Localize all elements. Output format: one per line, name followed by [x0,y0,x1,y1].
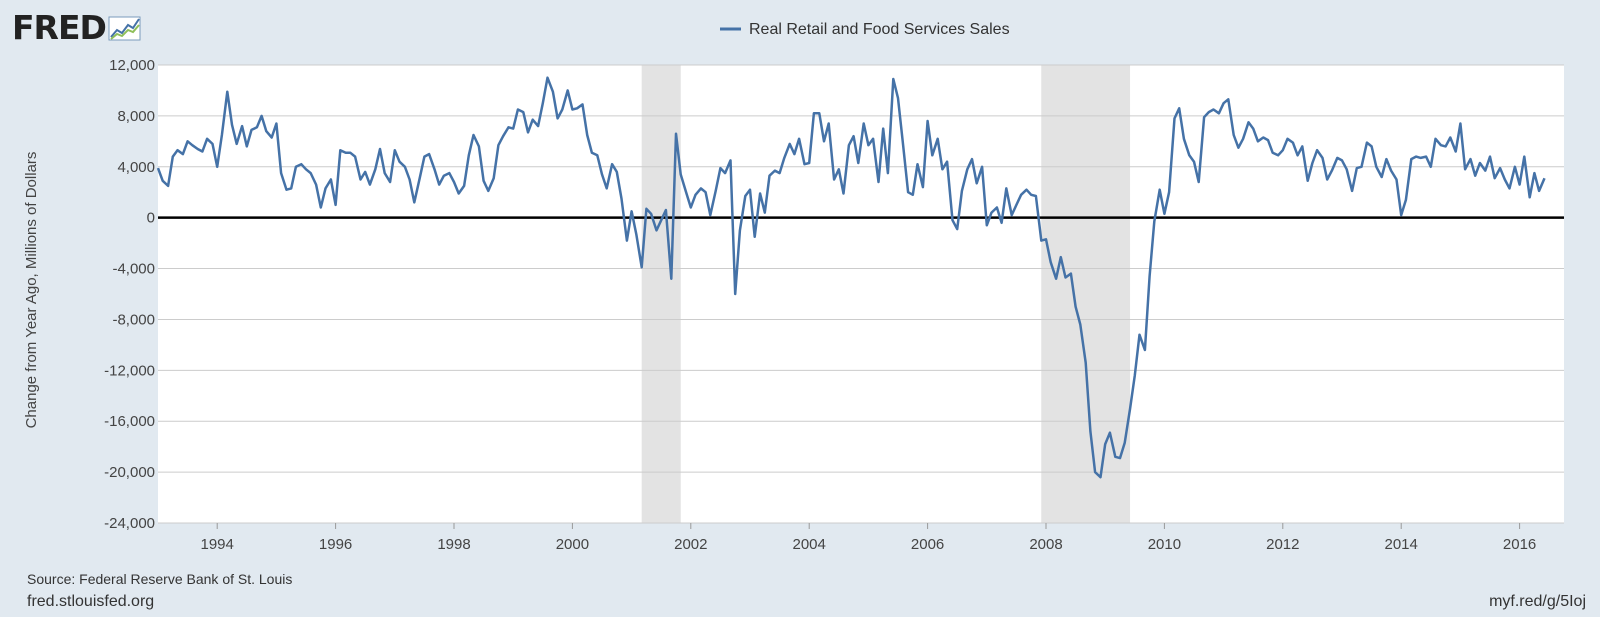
source-note: Source: Federal Reserve Bank of St. Loui… [27,571,293,587]
y-tick-label: -20,000 [104,464,155,481]
y-axis-title: Change from Year Ago, Millions of Dollar… [23,152,40,429]
recession-band-0 [641,65,681,523]
y-tick-label: 4,000 [117,159,155,176]
y-tick-label: -16,000 [104,413,155,430]
plot-area [158,65,1564,523]
x-tick-label: 2006 [911,536,944,553]
legend-label: Real Retail and Food Services Sales [749,21,1010,38]
x-tick-label: 2004 [793,536,826,553]
x-tick-label: 2012 [1266,536,1299,553]
x-tick-label: 2010 [1148,536,1181,553]
x-tick-label: 2016 [1503,536,1536,553]
y-tick-label: -4,000 [112,261,155,278]
y-tick-label: -12,000 [104,362,155,379]
fred-logo[interactable]: FRED [12,8,142,47]
trend-chart-icon [108,16,141,40]
y-tick-label: -24,000 [104,515,155,532]
x-tick-label: 1996 [319,536,352,553]
site-link[interactable]: fred.stlouisfed.org [27,593,155,610]
series-line[interactable] [156,76,1546,479]
x-tick-label: 2008 [1029,536,1062,553]
recession-band-1 [1041,65,1131,523]
x-tick-label: 2000 [556,536,589,553]
y-tick-label: -8,000 [112,311,155,328]
x-tick-label: 2014 [1385,536,1418,553]
x-axis-ticks: 1994 1996 1998 2000 2002 2004 2006 2008 2010 2012… [201,523,1536,553]
x-tick-label: 1994 [201,536,234,553]
logo-text: FRED [12,8,107,47]
legend[interactable]: Real Retail and Food Services Sales [720,21,1010,38]
short-link[interactable]: myf.red/g/5Ioj [1489,593,1586,610]
x-tick-label: 2002 [674,536,707,553]
y-tick-label: 0 [147,210,155,227]
y-axis-ticks: -24,000 -20,000 -16,000 -12,000 -8,000 -4,000… [104,57,155,532]
x-tick-label: 1998 [437,536,470,553]
y-tick-label: 12,000 [109,57,155,74]
y-tick-label: 8,000 [117,108,155,125]
recession-shading [641,65,1131,523]
